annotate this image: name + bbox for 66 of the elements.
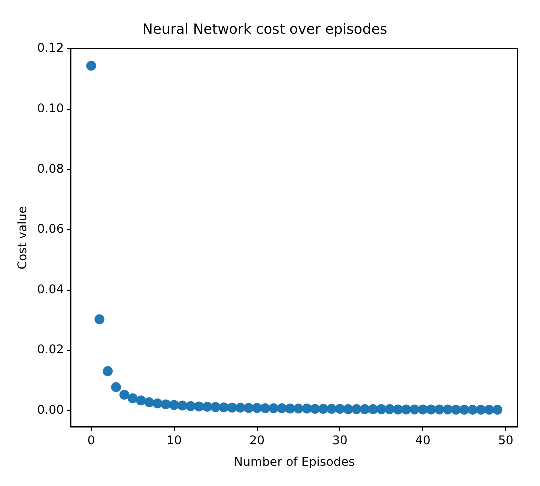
x-tick-label: 20 <box>250 434 265 448</box>
point <box>111 382 122 392</box>
point <box>260 404 271 414</box>
point <box>318 404 329 414</box>
point <box>178 400 188 411</box>
point <box>343 404 354 414</box>
x-tick-label: 50 <box>498 434 514 448</box>
point <box>460 405 470 416</box>
x-tick-label: 30 <box>332 434 348 448</box>
y-axis-title: Cost value <box>15 206 30 270</box>
point <box>252 403 262 414</box>
y-tick-label: 0.02 <box>37 342 64 357</box>
point <box>194 402 204 412</box>
point <box>476 405 486 416</box>
point <box>492 405 503 416</box>
point <box>285 404 296 414</box>
point <box>442 404 453 415</box>
point <box>103 366 114 376</box>
point <box>277 404 288 414</box>
point <box>326 404 337 414</box>
point <box>410 404 420 415</box>
point <box>434 404 445 415</box>
y-tick-label: 0.00 <box>37 403 64 418</box>
point <box>302 404 312 414</box>
y-tick-label: 0.12 <box>37 41 64 56</box>
point <box>335 404 346 414</box>
point <box>94 314 105 325</box>
x-tick-label: 40 <box>415 434 431 448</box>
point <box>376 404 387 414</box>
point <box>120 390 130 400</box>
y-tick-label: 0.06 <box>37 222 64 236</box>
point <box>186 401 196 412</box>
point <box>268 404 279 414</box>
point <box>227 402 238 413</box>
point <box>161 400 172 410</box>
point <box>393 404 404 415</box>
point <box>401 404 412 415</box>
point <box>352 404 362 414</box>
point <box>368 404 378 414</box>
point <box>86 60 96 71</box>
point <box>210 402 221 412</box>
chart-title: Neural Network cost over episodes <box>142 22 388 38</box>
point <box>202 402 213 412</box>
point <box>310 404 320 414</box>
point <box>128 394 138 404</box>
point <box>244 403 254 414</box>
point <box>426 404 436 415</box>
point <box>294 404 304 414</box>
y-tick-label: 0.04 <box>37 282 64 296</box>
x-axis-title: Number of Episodes <box>234 454 355 469</box>
point <box>236 402 246 413</box>
x-tick-label: 10 <box>166 434 182 448</box>
point <box>152 398 163 409</box>
point <box>384 404 395 414</box>
point <box>169 400 180 410</box>
point <box>219 402 230 413</box>
point <box>451 405 462 416</box>
point <box>144 397 154 408</box>
point <box>484 405 494 416</box>
y-tick-label: 0.08 <box>37 162 64 176</box>
y-tick-label: 0.10 <box>37 102 64 116</box>
point <box>468 405 478 416</box>
point <box>418 404 428 415</box>
x-tick-label: 0 <box>88 434 96 448</box>
point <box>136 396 146 406</box>
point <box>360 404 370 414</box>
